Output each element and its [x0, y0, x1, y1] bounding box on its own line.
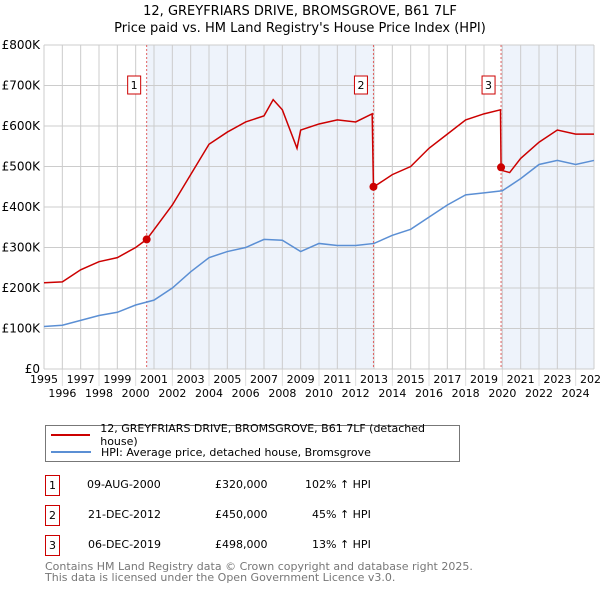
- y-tick-label: £700K: [2, 79, 42, 93]
- x-tick-label: 1999: [103, 373, 131, 386]
- x-tick-label: 2016: [415, 387, 443, 400]
- x-tick-label: 2011: [323, 373, 351, 386]
- footer: Contains HM Land Registry data © Crown c…: [45, 561, 473, 583]
- x-tick-label: 2022: [525, 387, 553, 400]
- x-tick-label: 2002: [158, 387, 186, 400]
- legend-swatch: [51, 434, 91, 436]
- x-tick-label: 2013: [360, 373, 388, 386]
- sale-hpi-change: 102% ↑ HPI: [305, 478, 371, 491]
- sale-marker-box: [481, 75, 496, 95]
- sale-price: £498,000: [215, 538, 268, 551]
- sale-price: £450,000: [215, 508, 268, 521]
- y-tick-label: £0: [25, 362, 40, 376]
- x-tick-label: 2024: [562, 387, 590, 400]
- sale-marker-box: [127, 75, 142, 95]
- y-tick-label: £200K: [2, 281, 42, 295]
- sale-point: [369, 182, 378, 191]
- y-tick-label: £800K: [2, 38, 42, 52]
- sale-marker-label: 1: [131, 79, 138, 92]
- y-tick-label: £100K: [2, 322, 42, 336]
- sale-marker-badge: 2: [45, 505, 60, 526]
- x-tick-label: 2017: [433, 373, 461, 386]
- x-tick-label: 2025: [580, 373, 600, 386]
- y-tick-label: £600K: [2, 119, 42, 133]
- x-tick-label: 2007: [250, 373, 278, 386]
- x-tick-label: 1995: [30, 373, 58, 386]
- legend-label: 12, GREYFRIARS DRIVE, BROMSGROVE, B61 7L…: [100, 422, 426, 448]
- x-tick-label: 1998: [85, 387, 113, 400]
- sale-point: [497, 163, 506, 172]
- x-tick-label: 2012: [342, 387, 370, 400]
- sale-marker-label: 3: [485, 79, 492, 92]
- sale-date: 09-AUG-2000: [87, 478, 161, 491]
- x-tick-label: 2003: [177, 373, 205, 386]
- sale-point: [142, 235, 151, 244]
- sale-hpi-change: 13% ↑ HPI: [312, 538, 371, 551]
- x-tick-label: 2014: [378, 387, 406, 400]
- sale-price: £320,000: [215, 478, 268, 491]
- sale-date: 06-DEC-2019: [88, 538, 162, 551]
- y-tick-label: £300K: [2, 241, 42, 255]
- x-tick-label: 2005: [213, 373, 241, 386]
- legend-label: HPI: Average price, detached house, Brom…: [101, 445, 371, 459]
- x-tick-label: 2000: [122, 387, 150, 400]
- licence-text: This data is licensed under the Open Gov…: [45, 571, 396, 584]
- legend-swatch: [51, 451, 91, 453]
- x-tick-label: 2006: [232, 387, 260, 400]
- x-tick-label: 1996: [48, 387, 76, 400]
- sale-marker-badge: 3: [45, 535, 60, 556]
- x-tick-label: 2018: [452, 387, 480, 400]
- legend-item-hpi: HPI: Average price, detached house, Brom…: [51, 444, 371, 460]
- y-tick-label: £500K: [2, 160, 42, 174]
- x-tick-label: 1997: [67, 373, 95, 386]
- legend: 12, GREYFRIARS DRIVE, BROMSGROVE, B61 7L…: [45, 422, 460, 462]
- x-tick-label: 2001: [140, 373, 168, 386]
- x-tick-label: 2015: [397, 373, 425, 386]
- price-chart: 1995199619971998199920002001200220032004…: [2, 38, 600, 400]
- x-tick-label: 2023: [543, 373, 571, 386]
- x-tick-label: 2004: [195, 387, 223, 400]
- sale-date: 21-DEC-2012: [88, 508, 162, 521]
- chart-subtitle: Price paid vs. HM Land Registry's House …: [114, 21, 486, 36]
- legend-item-property: 12, GREYFRIARS DRIVE, BROMSGROVE, B61 7L…: [51, 422, 459, 448]
- y-tick-label: £400K: [2, 200, 42, 214]
- x-tick-label: 2008: [268, 387, 296, 400]
- hpi-line: [43, 159, 595, 328]
- sale-marker-badge: 1: [45, 475, 60, 496]
- x-tick-label: 2021: [507, 373, 535, 386]
- chart-title: 12, GREYFRIARS DRIVE, BROMSGROVE, B61 7L…: [143, 4, 457, 19]
- sale-hpi-change: 45% ↑ HPI: [312, 508, 371, 521]
- x-tick-label: 2010: [305, 387, 333, 400]
- x-tick-label: 2019: [470, 373, 498, 386]
- x-tick-label: 2009: [287, 373, 315, 386]
- copyright-text: Contains HM Land Registry data © Crown c…: [45, 560, 473, 573]
- sale-marker-box: [353, 75, 368, 95]
- sale-marker-label: 2: [357, 79, 364, 92]
- x-tick-label: 2020: [488, 387, 516, 400]
